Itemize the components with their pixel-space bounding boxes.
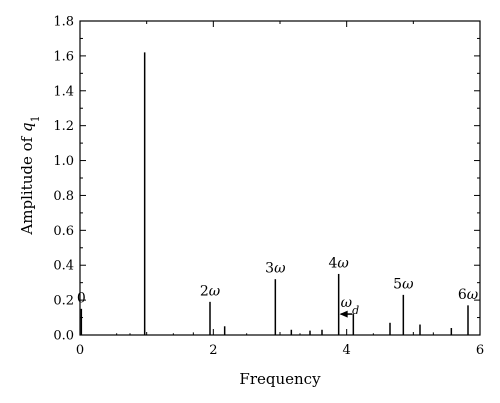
annotations-group: 0 2ω 3ω 4ω 5ω 6ω ωd [77,255,479,318]
x-tick-label: 2 [209,343,217,358]
y-tick-label: 1.6 [53,49,74,64]
harmonic-label-six: 6ω [458,287,479,303]
harmonic-label-three: 3ω [265,261,286,277]
y-tick-label: 1.8 [53,15,74,30]
x-axis-title: Frequency [239,370,321,388]
y-tick-label: 0.0 [53,329,74,344]
harmonic-label-five: 5ω [393,276,414,292]
x-tick-label: 6 [476,343,484,358]
y-tick-label: 0.2 [53,294,74,309]
plot-area: 0.0 0.2 0.4 0.6 0.8 1.0 1.2 1.4 1.6 1.8 0 2 4 6 [53,15,484,359]
y-tick-label: 0.4 [53,259,74,274]
y-axis-title-var: q [18,122,36,132]
omega-d-arrow-head [339,310,348,318]
y-tick-label: 1.2 [53,119,74,134]
harmonic-label-four: 4ω [328,255,349,271]
y-tick-label: 1.0 [53,154,74,169]
plot-frame [79,20,481,336]
y-axis-title-sub: 1 [29,115,42,122]
y-axis-title: Amplitude of q1 [18,115,42,235]
y-axis-title-main: Amplitude of [18,132,36,236]
y-tick-label: 0.8 [53,189,74,204]
omega-d-label: ωd [341,295,359,317]
harmonic-label-two: 2ω [200,283,221,299]
harmonic-label-zero: 0 [77,290,86,306]
bars-group [80,52,469,335]
x-tick-label: 0 [76,343,84,358]
y-tick-label: 0.6 [53,224,74,239]
x-tick-label: 4 [343,343,351,358]
y-tick-label: 1.4 [53,84,74,99]
